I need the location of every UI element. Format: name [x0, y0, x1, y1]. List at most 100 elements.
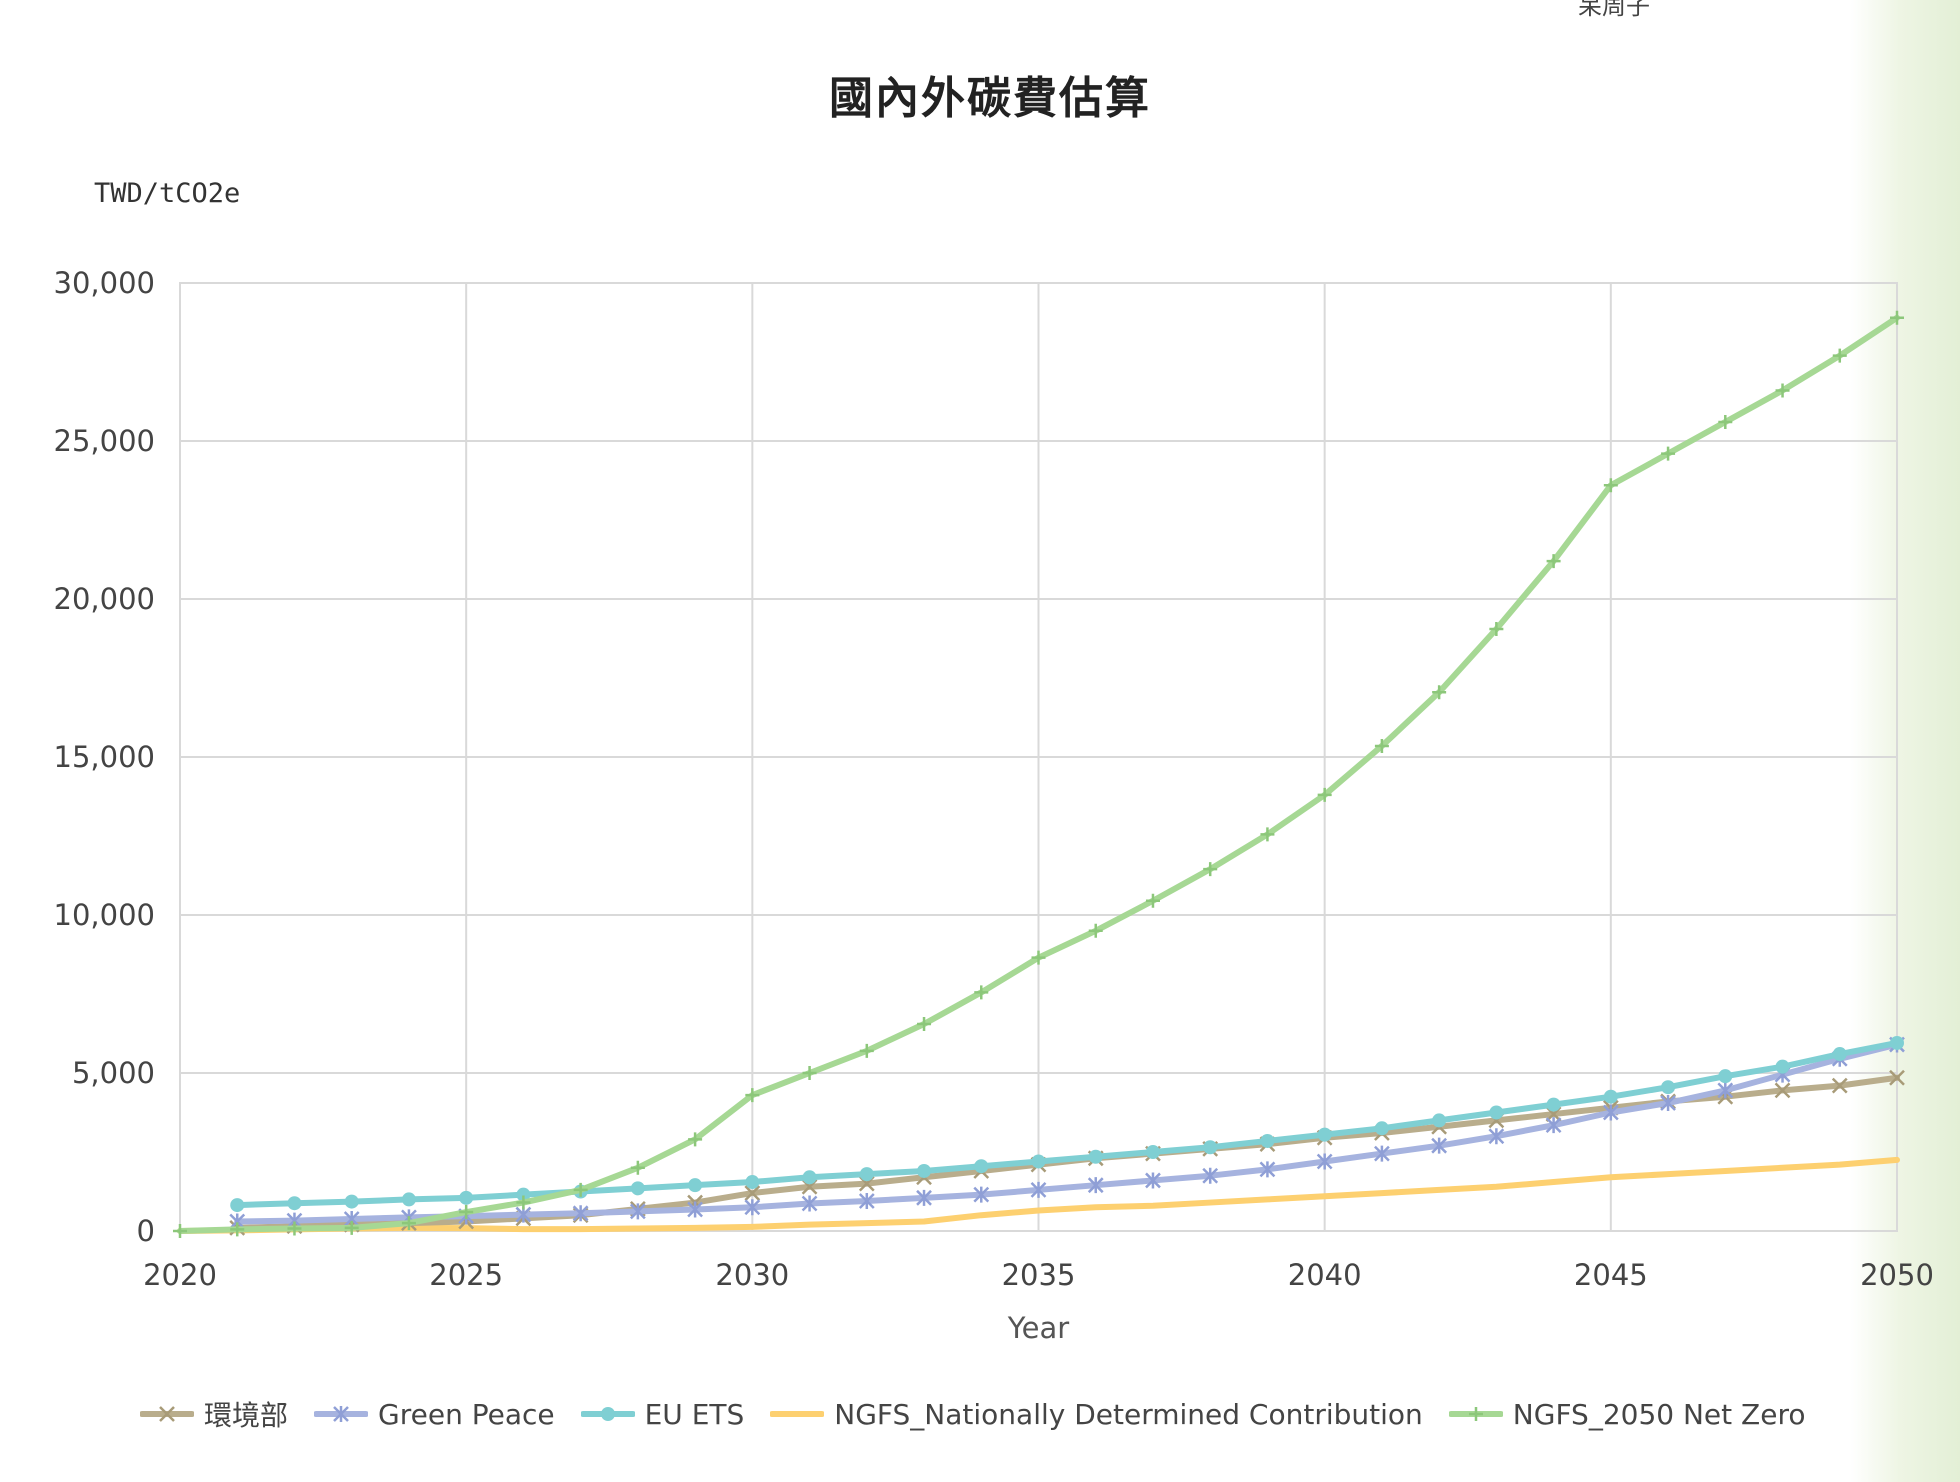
x-tick-label: 2020	[143, 1258, 217, 1292]
data-point	[459, 1190, 474, 1205]
series-4	[173, 310, 1904, 1238]
x-tick-label: 2025	[429, 1258, 503, 1292]
data-point	[1259, 1161, 1276, 1178]
data-point	[1717, 1082, 1734, 1099]
legend-marker	[333, 1406, 349, 1422]
data-point	[1546, 1097, 1561, 1112]
data-point	[1489, 622, 1504, 637]
data-point	[858, 1192, 875, 1209]
data-point	[1832, 348, 1847, 363]
legend-label: 環境部	[204, 1399, 289, 1432]
data-point	[1890, 310, 1904, 325]
data-point	[287, 1196, 302, 1211]
legend-label: Green Peace	[378, 1397, 555, 1431]
data-point	[1890, 1035, 1904, 1050]
data-point	[801, 1195, 818, 1212]
data-point	[1661, 446, 1676, 461]
data-point	[1203, 1140, 1218, 1155]
data-point	[1660, 1095, 1676, 1112]
data-point	[802, 1066, 817, 1080]
legend-swatch-icon	[1448, 1407, 1503, 1421]
y-tick-label: 15,000	[54, 740, 155, 774]
y-tick-label: 25,000	[54, 424, 155, 458]
legend-item: 環境部	[140, 1394, 288, 1434]
data-point	[344, 1220, 359, 1235]
series-1	[229, 1036, 1905, 1230]
data-point	[1260, 1133, 1275, 1148]
chart-legend: 環境部 Green Peace EU ETS NGFS_Nationally Dete…	[140, 1394, 1831, 1434]
data-point	[688, 1132, 703, 1147]
legend-marker	[159, 1406, 175, 1422]
data-point	[1489, 1105, 1504, 1120]
line-chart: 0 5,000 10,000 15,000 20,000 25,000 30,000 2020…	[54, 266, 1934, 1345]
data-point	[1317, 787, 1332, 802]
y-tick-label: 30,000	[54, 266, 155, 300]
data-point	[973, 1186, 990, 1203]
x-tick-label: 2030	[715, 1258, 789, 1292]
data-point	[573, 1182, 588, 1197]
data-point	[1031, 950, 1046, 965]
legend-label: NGFS_Nationally Determined Contribution	[834, 1397, 1423, 1431]
data-point	[629, 1203, 646, 1220]
data-point	[401, 1192, 416, 1207]
data-point	[1145, 1145, 1160, 1159]
legend-item: NGFS_Nationally Determined Contribution	[770, 1398, 1423, 1431]
data-point	[1488, 1128, 1505, 1145]
data-point	[744, 1185, 761, 1201]
x-tick-label: 2040	[1288, 1258, 1362, 1292]
data-point	[344, 1194, 359, 1209]
data-point	[1718, 1069, 1733, 1084]
legend-marker	[600, 1407, 615, 1421]
data-point	[572, 1205, 589, 1222]
series-2	[230, 1035, 1904, 1213]
data-point	[1718, 415, 1733, 430]
x-tick-label: 2035	[1002, 1258, 1076, 1292]
data-point	[1317, 1127, 1332, 1142]
chart-title: 國內外碳費估算	[829, 73, 1151, 124]
data-point	[516, 1187, 531, 1202]
data-point	[859, 1043, 874, 1058]
data-point	[1030, 1181, 1047, 1198]
x-tick-label: 2045	[1574, 1258, 1648, 1292]
legend-label: EU ETS	[644, 1397, 745, 1431]
data-point	[974, 985, 989, 1000]
y-tick-label: 0	[137, 1214, 155, 1248]
x-tick-label: 2050	[1860, 1258, 1934, 1292]
y-axis-unit-label: TWD/tCO2e	[94, 178, 241, 209]
side-decoration-strip	[1850, 0, 1960, 1482]
data-point	[1316, 1153, 1333, 1170]
series-line	[234, 1041, 1900, 1225]
data-point	[1202, 1167, 1219, 1184]
data-point	[1775, 383, 1790, 398]
data-point	[1661, 1080, 1676, 1095]
data-point	[230, 1222, 245, 1237]
legend-swatch-icon	[770, 1411, 825, 1417]
legend-item: EU ETS	[580, 1397, 745, 1431]
data-point	[1546, 554, 1561, 569]
data-point	[1432, 1113, 1447, 1128]
data-point	[1775, 1059, 1790, 1074]
corner-header-text: 呆周子	[1578, 0, 1650, 20]
legend-item: NGFS_2050 Net Zero	[1448, 1397, 1806, 1431]
legend-swatch-icon	[314, 1406, 369, 1422]
legend-item: Green Peace	[314, 1398, 555, 1431]
y-tick-label: 10,000	[54, 898, 155, 932]
data-point	[745, 1088, 760, 1103]
data-point	[1603, 478, 1618, 493]
legend-swatch-icon	[580, 1407, 635, 1421]
series-3	[177, 1156, 1900, 1234]
data-point	[1603, 1089, 1618, 1104]
legend-label: NGFS_2050 Net Zero	[1512, 1397, 1806, 1431]
data-point	[1260, 827, 1275, 842]
data-point	[1031, 1154, 1046, 1169]
data-point	[287, 1221, 302, 1236]
data-point	[1774, 1082, 1791, 1099]
data-point	[1432, 685, 1447, 700]
data-point	[1545, 1117, 1562, 1134]
data-point	[1374, 1121, 1389, 1136]
data-point	[1374, 1145, 1390, 1162]
data-point	[687, 1201, 703, 1218]
data-point	[1889, 1069, 1905, 1086]
data-point	[1088, 923, 1103, 938]
y-tick-label: 5,000	[72, 1056, 155, 1090]
